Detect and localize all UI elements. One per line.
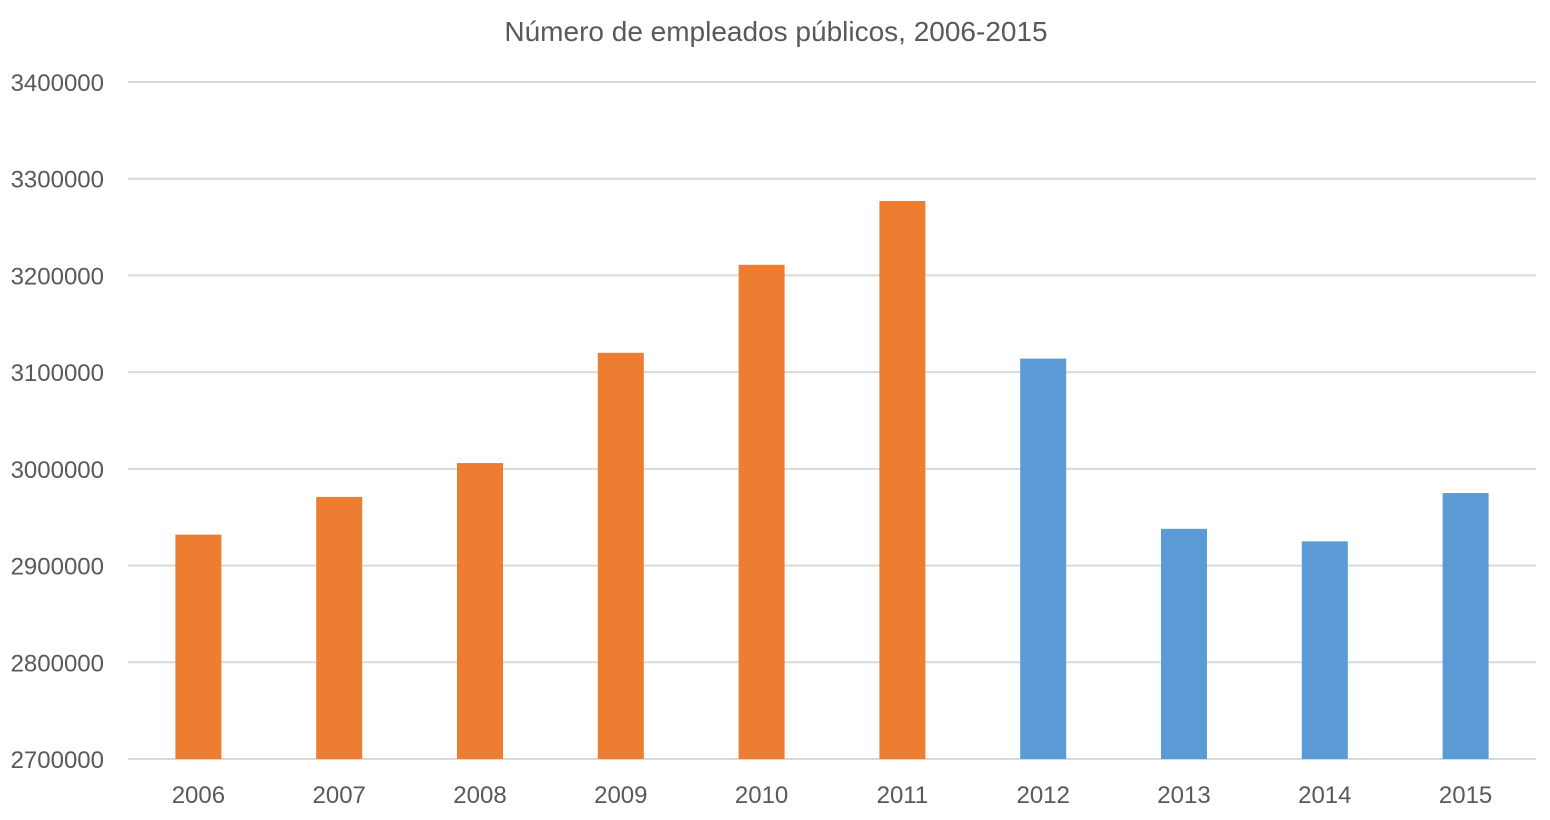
x-axis-ticks: 2006 2007 2008 2009 2010 2011 2012 2013 2014 2015 bbox=[172, 782, 1493, 809]
x-tick-label: 2013 bbox=[1157, 782, 1210, 809]
bar-2009 bbox=[597, 352, 644, 759]
x-tick-label: 2011 bbox=[877, 782, 929, 809]
x-tick-label: 2007 bbox=[313, 782, 366, 809]
x-tick-label: 2012 bbox=[1017, 782, 1070, 809]
y-tick-label: 3400000 bbox=[11, 70, 104, 97]
y-tick-label: 3200000 bbox=[11, 263, 104, 290]
bar-2014 bbox=[1301, 541, 1348, 759]
y-tick-label: 3100000 bbox=[11, 360, 104, 387]
x-tick-label: 2015 bbox=[1439, 782, 1492, 809]
y-tick-label: 3000000 bbox=[11, 457, 104, 484]
y-axis-ticks: 2700000 2800000 2900000 3000000 3100000 32000… bbox=[11, 70, 104, 774]
x-tick-label: 2014 bbox=[1298, 782, 1351, 809]
bars bbox=[175, 200, 1489, 760]
bar-2010 bbox=[738, 264, 785, 759]
x-tick-label: 2009 bbox=[594, 782, 647, 809]
bar-2012 bbox=[1020, 358, 1067, 759]
bar-2013 bbox=[1161, 528, 1207, 759]
bar-2008 bbox=[457, 463, 503, 759]
y-tick-label: 2700000 bbox=[11, 747, 104, 774]
bar-2011 bbox=[879, 200, 926, 760]
bar-2006 bbox=[175, 534, 222, 759]
x-tick-label: 2006 bbox=[172, 782, 225, 809]
chart-title: Número de empleados públicos, 2006-2015 bbox=[504, 16, 1047, 47]
x-tick-label: 2008 bbox=[453, 782, 506, 809]
y-tick-label: 3300000 bbox=[11, 167, 104, 194]
bar-2015 bbox=[1442, 493, 1489, 759]
x-tick-label: 2010 bbox=[735, 782, 788, 809]
bar-2007 bbox=[316, 496, 363, 759]
y-tick-label: 2900000 bbox=[11, 554, 104, 581]
gridlines bbox=[128, 81, 1536, 760]
y-tick-label: 2800000 bbox=[11, 650, 104, 677]
